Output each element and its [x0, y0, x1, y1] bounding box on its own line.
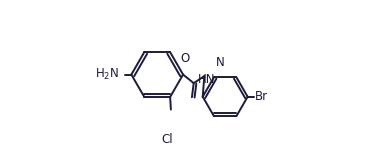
Text: Cl: Cl	[162, 133, 173, 146]
Text: Br: Br	[255, 90, 268, 103]
Text: H$_2$N: H$_2$N	[95, 67, 119, 82]
Text: O: O	[181, 52, 190, 65]
Text: HN: HN	[198, 73, 216, 86]
Text: N: N	[216, 56, 225, 69]
